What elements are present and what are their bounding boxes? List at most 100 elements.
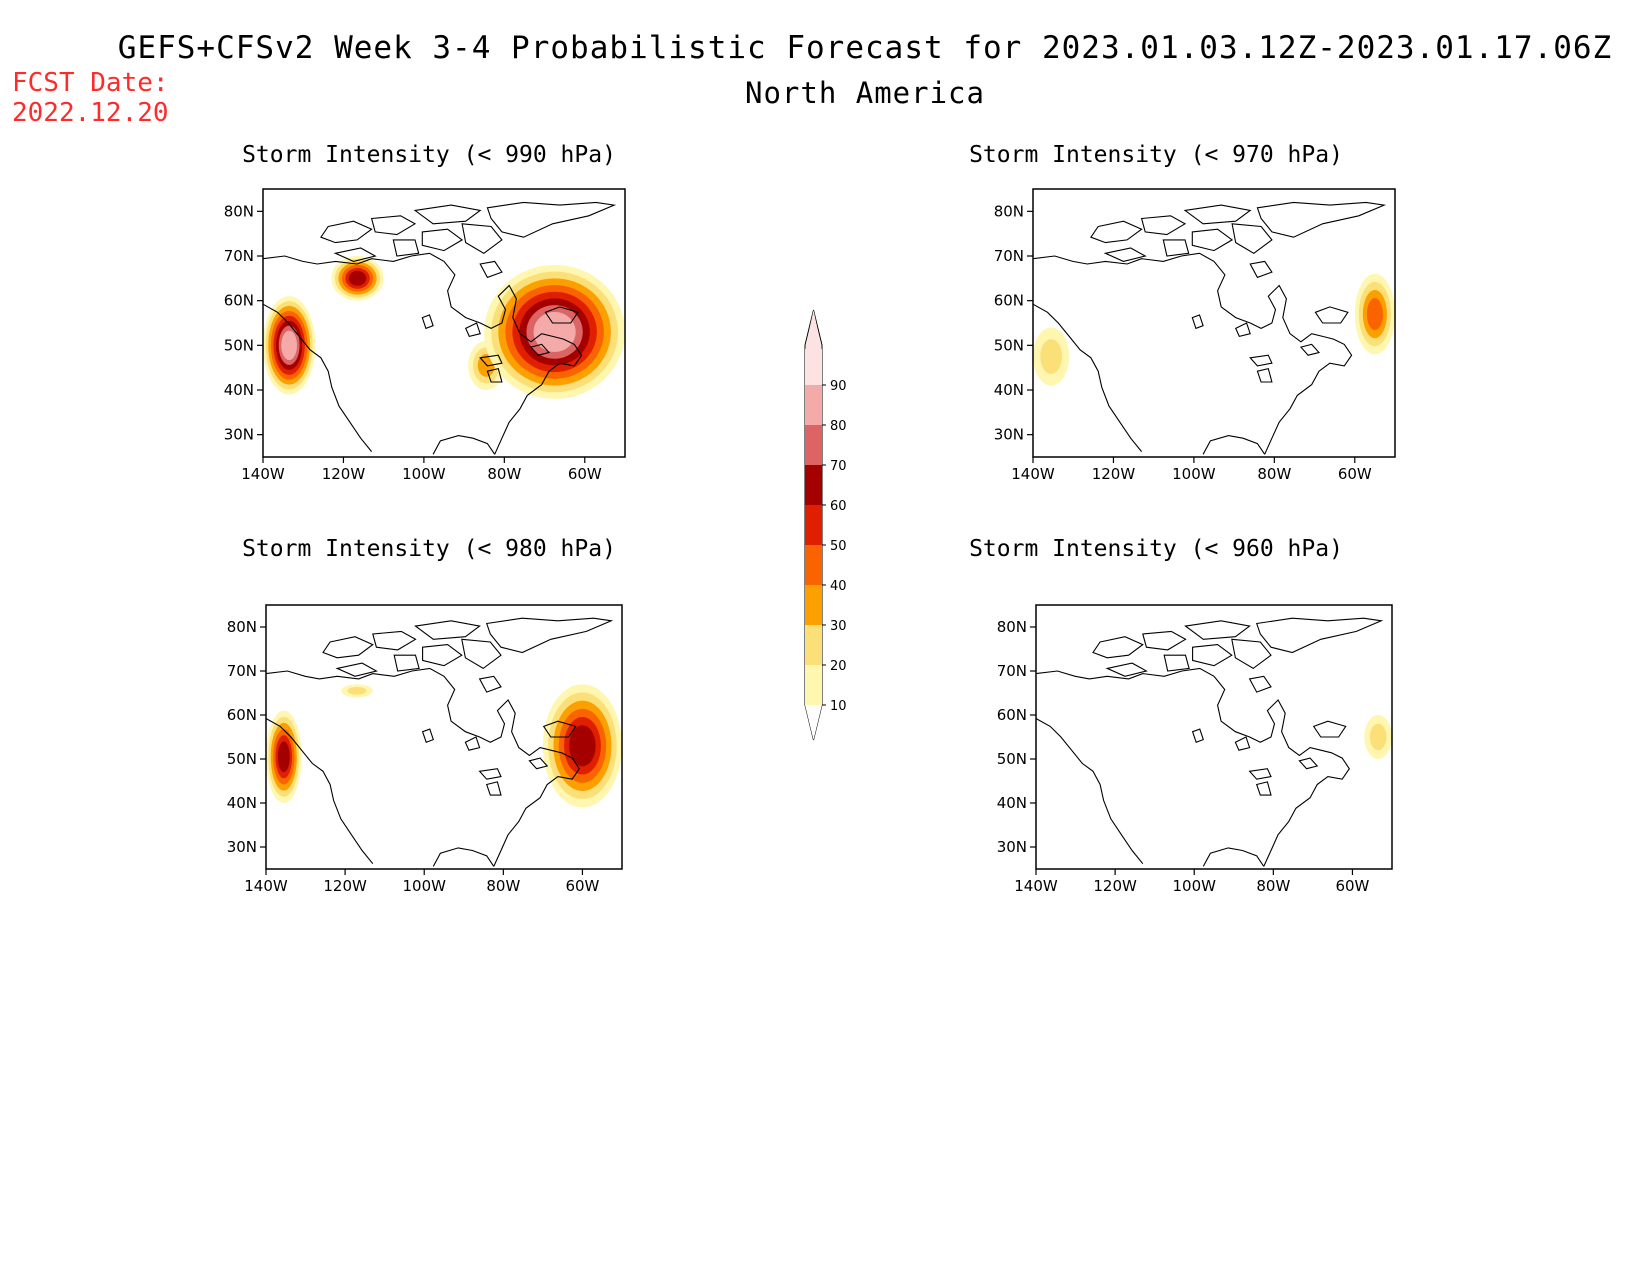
colorbar-label: 30 (830, 619, 847, 634)
y-tick-label: 50N (224, 336, 254, 354)
x-tick-label: 60W (568, 465, 602, 483)
arctic-island (528, 757, 549, 770)
map-panel-990: 140W 120W 100W 80W 60W 30N 40N 50N 60N 70N 80N (224, 188, 626, 483)
colorbar-under-arrow (805, 705, 822, 740)
coastline-west (1032, 303, 1143, 452)
y-tick-label: 40N (997, 794, 1027, 812)
lake (421, 728, 434, 744)
arctic-island (542, 720, 577, 738)
coastline-north-america (262, 252, 583, 455)
arctic-island (486, 201, 617, 238)
prob-region-1-level-2 (1040, 339, 1062, 374)
arctic-island (1092, 636, 1144, 659)
arctic-island (1298, 757, 1319, 770)
x-tick-label: 140W (1011, 465, 1055, 483)
y-tick-label: 40N (227, 794, 257, 812)
lake (1255, 781, 1272, 796)
coastline-west (1035, 718, 1144, 865)
arctic-island (1255, 617, 1384, 654)
lake (464, 322, 481, 338)
lake (1249, 354, 1273, 367)
colorbar-swatch (805, 310, 822, 385)
y-tick-label: 30N (994, 426, 1024, 444)
y-tick-label: 80N (997, 618, 1027, 636)
arctic-island (320, 220, 373, 244)
colorbar-swatch (805, 385, 822, 425)
arctic-island (479, 260, 503, 279)
arctic-island (393, 654, 420, 672)
panel-title-980: Storm Intensity (< 980 hPa) (242, 536, 616, 562)
panel-title-970: Storm Intensity (< 970 hPa) (969, 142, 1343, 168)
forecast-date-label: FCST Date: (12, 68, 169, 98)
arctic-island (414, 620, 481, 640)
x-tick-label: 120W (1092, 465, 1136, 483)
colorbar-swatch (805, 545, 822, 585)
arctic-island (1249, 260, 1273, 279)
arctic-island (1299, 343, 1321, 356)
coastline-gulf (1202, 435, 1266, 455)
arctic-island (335, 662, 378, 677)
map-panel-970: 140W 120W 100W 80W 60W 30N 40N 50N 60N 70N 80N (994, 188, 1396, 483)
arctic-island (421, 228, 464, 252)
prob-region-1-level-6 (277, 741, 290, 773)
y-tick-label: 60N (227, 706, 257, 724)
arctic-island (1090, 220, 1143, 244)
y-tick-label: 30N (227, 838, 257, 856)
colorbar-swatch (805, 665, 822, 705)
x-tick-label: 80W (487, 465, 521, 483)
x-tick-label: 100W (1172, 465, 1216, 483)
coastline-gulf (432, 435, 496, 455)
lake (486, 367, 503, 383)
x-tick-label: 100W (402, 465, 446, 483)
x-tick-label: 100W (1172, 877, 1216, 895)
y-tick-label: 50N (997, 750, 1027, 768)
arctic-island (1314, 306, 1349, 324)
prob-region-2-level-4 (1366, 297, 1383, 331)
y-tick-label: 30N (224, 426, 254, 444)
x-tick-label: 60W (1335, 877, 1369, 895)
arctic-island (529, 343, 551, 356)
prob-region-3-level-6 (569, 725, 596, 767)
y-tick-label: 60N (994, 292, 1024, 310)
prob-region-1-level-8 (281, 330, 297, 361)
lake (1248, 768, 1272, 780)
y-tick-label: 70N (227, 662, 257, 680)
arctic-island (1183, 204, 1252, 225)
y-tick-label: 50N (227, 750, 257, 768)
arctic-island (1231, 223, 1273, 254)
y-tick-label: 60N (224, 292, 254, 310)
arctic-island (413, 204, 482, 225)
arctic-island (478, 675, 502, 693)
colorbar-label: 60 (830, 499, 847, 514)
prob-region-2-level-2 (347, 686, 367, 695)
x-tick-label: 60W (1338, 465, 1372, 483)
arctic-island (1248, 675, 1272, 693)
lake (485, 781, 502, 796)
colorbar-label: 20 (830, 659, 847, 674)
colorbar-label: 40 (830, 579, 847, 594)
arctic-island (372, 630, 417, 651)
arctic-island (1312, 720, 1347, 738)
colorbar-label: 50 (830, 539, 847, 554)
arctic-island (422, 644, 463, 667)
arctic-island (1256, 201, 1387, 238)
lake (1234, 322, 1251, 338)
coastline-west (265, 718, 374, 865)
map-frame (1032, 188, 1396, 458)
arctic-island (392, 239, 420, 257)
arctic-island (1163, 654, 1190, 672)
lake (1191, 314, 1204, 330)
colorbar-swatch (805, 425, 822, 465)
arctic-island (1142, 630, 1187, 651)
colorbar-swatch (805, 505, 822, 545)
colorbar: 10 20 30 40 50 60 70 80 90 (804, 309, 847, 741)
coastline-north-america (1032, 252, 1353, 455)
map-frame (262, 188, 626, 458)
lake (479, 354, 503, 367)
arctic-island (333, 247, 377, 262)
lake (1256, 367, 1273, 383)
colorbar-swatch (805, 625, 822, 665)
y-tick-label: 60N (997, 706, 1027, 724)
arctic-island (485, 617, 614, 654)
y-tick-label: 40N (224, 381, 254, 399)
